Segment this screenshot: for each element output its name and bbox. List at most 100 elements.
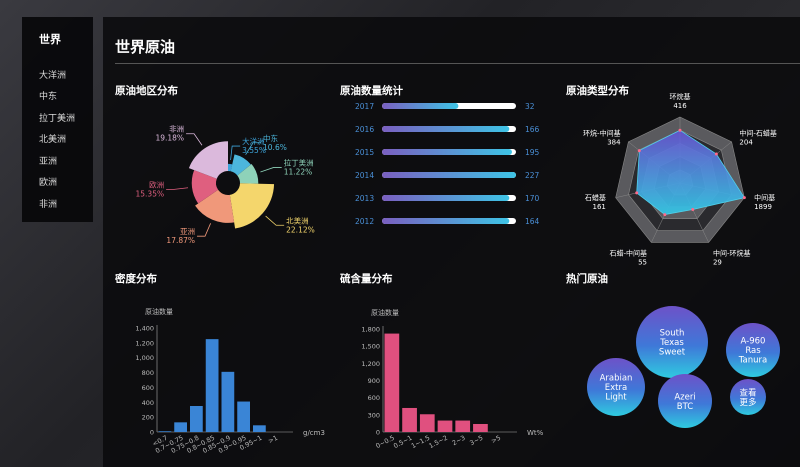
radar-indicator-name: 石蜡基 [585,193,606,202]
radar-point [714,152,718,156]
x-tick-label: 3~5 [468,434,484,448]
radar-indicator-value: 416 [673,102,687,110]
sidebar-item[interactable]: 中东 [39,92,58,102]
hot-oil-label: Tanura [738,356,767,366]
divider [115,63,800,64]
y-tick-label: 800 [142,369,154,377]
bar-fill [382,126,510,132]
pie-slice [229,183,275,229]
x-tick-label: 2~3 [451,434,467,448]
bar-fill [382,172,516,178]
x-tick-label: 1.5~2 [428,434,449,450]
histogram-bar [221,371,235,432]
y-tick-label: 0 [150,429,154,437]
y-axis-title: 原油数量 [145,307,173,316]
section-title: 硫含量分布 [340,273,393,285]
bar-value-label: 227 [525,171,540,180]
bar-value-label: 170 [525,194,540,203]
sidebar-item[interactable]: 欧洲 [39,178,58,188]
hot-oil-label: A-960 [741,337,766,347]
bar-fill [382,195,510,201]
pie-label-name: 非洲 [169,124,184,134]
hot-oil-bubble[interactable] [726,323,780,377]
pie-slice [195,189,235,223]
sidebar-item[interactable]: 北美洲 [39,135,67,145]
section-title: 原油地区分布 [115,85,178,97]
histogram-bar [473,423,488,432]
bar-fill [382,218,510,224]
hot-oil-bubble[interactable] [658,374,712,428]
pie-label-name: 拉丁美洲 [284,157,314,167]
bar-value-label: 164 [525,217,540,226]
section-title: 原油数量统计 [340,85,403,97]
y-tick-label: 1,200 [135,339,154,347]
pie-label-value: 19.18% [155,134,184,143]
radar-indicator-name: 中间基 [754,193,775,202]
sidebar-item[interactable]: 非洲 [39,200,58,210]
y-axis-title: 原油数量 [371,308,399,317]
bar-year-label: 2016 [355,125,374,134]
y-tick-label: 1,400 [135,325,154,333]
pie-label-value: 3.55% [242,146,266,155]
bar-value-label: 32 [525,102,535,111]
bar-year-label: 2014 [355,171,374,180]
pie-label-value: 11.22% [284,167,313,176]
sidebar-item[interactable]: 大洋洲 [39,71,67,81]
hot-oil-label: 更多 [739,397,757,408]
bar-value-label: 195 [525,148,540,157]
pie-leader-line [265,215,285,226]
hot-oil-label: 查看 [739,387,756,398]
histogram-bar [158,431,172,432]
sidebar-title[interactable]: 世界 [39,33,61,46]
radar-indicator-name: 石蜡-中间基 [609,248,647,257]
histogram-bar [174,422,187,432]
radar-indicator-value: 1899 [754,203,772,211]
pie-label-name: 大洋洲 [242,136,265,146]
bar-year-label: 2013 [355,194,374,203]
pie-label-value: 10.6% [263,143,287,152]
radar-indicator-value: 29 [713,258,722,266]
pie-label-name: 北美洲 [286,215,309,225]
pie-label-value: 17.87% [166,236,195,245]
x-axis-title: g/cm3 [303,429,325,437]
hot-oil-bubble[interactable] [636,306,708,378]
hot-oil-bubble[interactable] [587,358,645,416]
hot-oil-bubble[interactable] [730,379,766,415]
x-tick-label: >5 [490,434,502,446]
y-tick-label: 900 [368,377,380,385]
y-tick-label: 600 [142,384,154,392]
bar-fill [382,149,512,155]
y-tick-label: 1,500 [361,343,380,351]
y-tick-label: 600 [368,394,380,402]
radar-area [636,129,745,215]
bar-year-label: 2015 [355,148,374,157]
sidebar-item[interactable]: 拉丁美洲 [39,114,76,124]
hot-oil-label: Sweet [659,348,686,358]
hot-oil-label: Ras [745,346,761,356]
radar-indicator-value: 384 [607,139,621,147]
y-tick-label: 0 [376,429,380,437]
pie-leader-line [260,167,282,173]
hot-oil-label: Azeri [674,392,695,402]
hot-oil-label: Texas [659,338,684,348]
histogram-bar [205,339,219,432]
pie-slice [230,154,251,176]
radar-point [742,196,746,200]
section-title: 原油类型分布 [566,85,629,97]
radar-indicator-value: 55 [638,258,647,266]
bar-value-label: 166 [525,125,540,134]
pie-label-value: 22.12% [286,225,315,234]
pie-slice [237,163,259,184]
hot-oil-label: BTC [677,402,694,412]
hot-oil-label: Light [605,393,627,403]
sidebar-item[interactable]: 亚洲 [39,157,58,167]
pie-leader-line [186,133,203,146]
pie-slice [188,141,228,179]
y-tick-label: 1,200 [361,360,380,368]
radar-point [691,208,695,212]
histogram-bar [402,407,417,432]
histogram-bar [437,420,453,432]
bar-fill [382,103,459,109]
pie-label-value: 15.35% [136,189,165,198]
